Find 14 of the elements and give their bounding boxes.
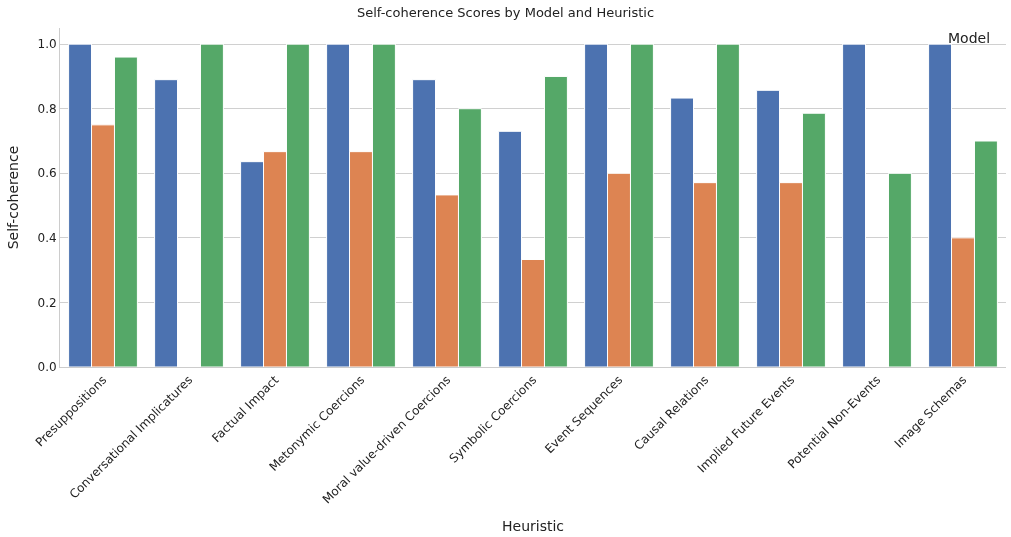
annotation: Model xyxy=(948,30,991,46)
x-axis-title: Heuristic xyxy=(501,517,565,534)
y-tick-label: 0.8 xyxy=(37,101,57,116)
y-tick-label: 0.4 xyxy=(37,231,57,246)
bar xyxy=(887,172,912,367)
bar xyxy=(154,79,179,367)
bar xyxy=(199,43,224,367)
y-axis-title: Self-coherence xyxy=(5,145,22,250)
bar xyxy=(842,43,867,367)
y-tick-label: 0.2 xyxy=(37,295,57,310)
y-tick-label: 0.6 xyxy=(37,166,57,181)
y-tick-label: 0.0 xyxy=(37,360,57,375)
y-tick-label: 1.0 xyxy=(37,37,57,52)
chart-title: Self-coherence Scores by Model and Heuristic xyxy=(356,5,655,21)
